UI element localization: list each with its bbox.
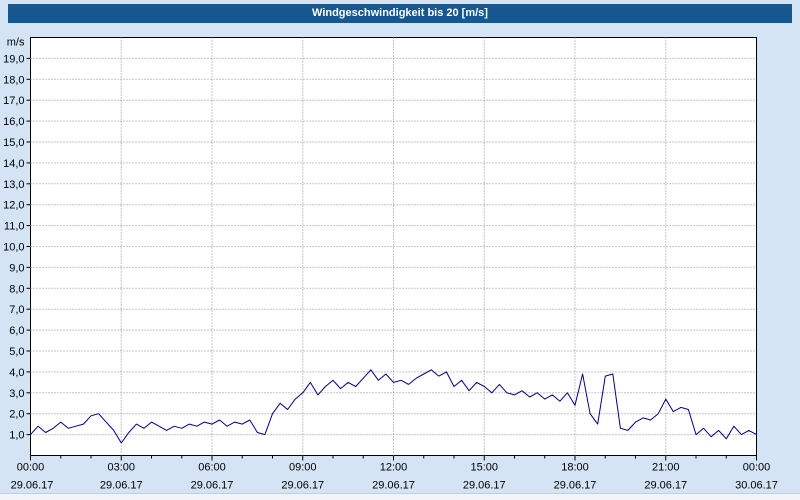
y-tick-label: 16,0: [3, 116, 24, 128]
x-tick-date-label: 30.06.17: [735, 480, 778, 492]
x-tick-time-label: 06:00: [198, 462, 226, 474]
y-tick-label: 6,0: [9, 325, 24, 337]
y-tick-label: 11,0: [4, 221, 25, 233]
x-tick-time-label: 15:00: [470, 462, 498, 474]
x-tick-time-label: 12:00: [380, 462, 408, 474]
x-tick-time-label: 18:00: [561, 462, 589, 474]
y-tick-label: 14,0: [3, 158, 24, 170]
x-tick-date-label: 29.06.17: [100, 480, 143, 492]
x-tick-date-label: 29.06.17: [11, 480, 54, 492]
y-tick-label: 5,0: [9, 346, 24, 358]
wind-speed-line: [30, 369, 757, 444]
x-axis-labels: 00:00 29.06.17 03:00 29.06.17 06:00 29.06.17 0…: [11, 462, 778, 492]
y-tick-label: 18,0: [3, 74, 24, 86]
y-tick-label: 19,0: [3, 53, 24, 65]
x-tick-date-label: 29.06.17: [463, 480, 506, 492]
x-tick-time-label: 00:00: [743, 462, 771, 474]
x-tick-date-label: 29.06.17: [281, 480, 324, 492]
y-tick-label: 4,0: [9, 367, 24, 379]
horizontal-scrollbar-track[interactable]: [0, 493, 800, 500]
y-tick-label: 15,0: [3, 137, 24, 149]
y-tick-label: 12,0: [3, 200, 24, 212]
y-tick-label: 3,0: [9, 388, 24, 400]
y-axis-unit-label: m/s: [7, 37, 25, 49]
gridlines: [30, 37, 757, 456]
x-tick-time-label: 09:00: [289, 462, 317, 474]
y-tick-label: 9,0: [9, 262, 24, 274]
y-tick-label: 17,0: [3, 95, 24, 107]
x-tick-date-label: 29.06.17: [372, 480, 415, 492]
x-tick-date-label: 29.06.17: [644, 480, 687, 492]
chart-title: Windgeschwindigkeit bis 20 [m/s]: [312, 7, 488, 19]
y-axis-labels: 1,0 2,0 3,0 4,0 5,0 6,0 7,0 8,0 9,0 10,0 11,0 12,0 1…: [3, 37, 25, 442]
x-tick-time-label: 21:00: [652, 462, 680, 474]
x-tick-date-label: 29.06.17: [554, 480, 597, 492]
x-tick-time-label: 00:00: [17, 462, 45, 474]
y-tick-label: 13,0: [3, 179, 24, 191]
y-tick-label: 7,0: [9, 304, 24, 316]
y-tick-label: 8,0: [9, 283, 24, 295]
y-tick-label: 2,0: [9, 409, 24, 421]
axis-ticks: [26, 57, 757, 461]
x-tick-time-label: 03:00: [107, 462, 135, 474]
x-tick-date-label: 29.06.17: [191, 480, 234, 492]
y-tick-label: 1,0: [9, 430, 24, 442]
chart-title-bar: Windgeschwindigkeit bis 20 [m/s]: [8, 4, 792, 23]
y-tick-label: 10,0: [3, 242, 24, 254]
